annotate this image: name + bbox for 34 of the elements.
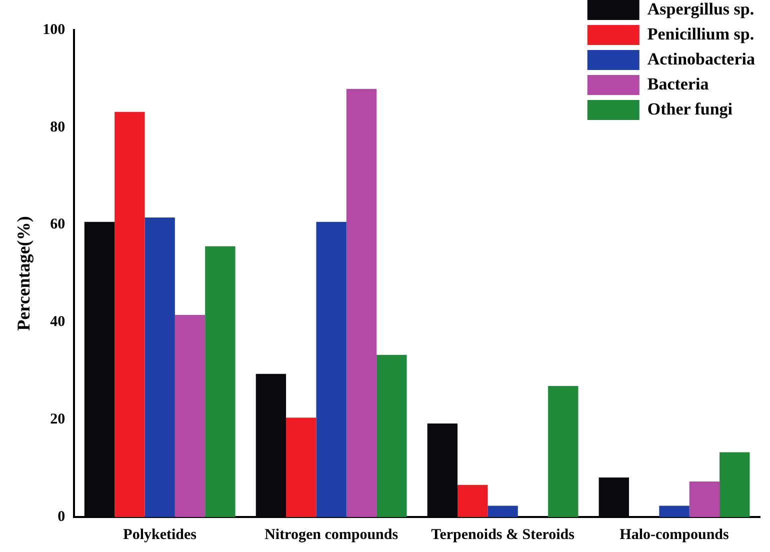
bar	[548, 386, 578, 517]
bar	[427, 423, 458, 517]
x-tick-label: Terpenoids & Steroids	[431, 526, 575, 543]
x-tick-label: Polyketides	[123, 526, 197, 543]
bar	[659, 506, 690, 517]
y-tick-label: 20	[50, 411, 66, 428]
y-tick-label: 80	[50, 119, 66, 136]
y-tick-label: 0	[58, 508, 66, 525]
bar	[316, 222, 346, 517]
bar	[144, 217, 175, 517]
legend-label: Bacteria	[647, 74, 710, 94]
legend-label: Aspergillus sp.	[647, 0, 754, 18]
bar	[458, 484, 488, 517]
bar	[488, 506, 518, 517]
bar	[84, 222, 115, 517]
bar	[174, 314, 206, 517]
bar	[376, 354, 407, 517]
y-tick-label: 100	[42, 22, 66, 38]
bar	[598, 478, 629, 517]
x-tick-label: Nitrogen compounds	[264, 526, 398, 543]
bar	[114, 112, 145, 517]
y-tick-label: 40	[50, 314, 66, 330]
x-tick-label: Halo-compounds	[620, 526, 730, 543]
y-tick-label: 60	[50, 216, 66, 233]
bar	[720, 452, 750, 517]
bar	[689, 481, 720, 517]
y-axis-title: Percentage(%)	[13, 216, 34, 331]
legend-label: Penicillium sp.	[647, 24, 754, 44]
legend-label: Other fungi	[647, 99, 733, 118]
bar	[286, 418, 316, 517]
bar	[205, 246, 236, 517]
bar	[256, 374, 286, 517]
bar	[346, 88, 377, 517]
legend-label: Actinobacteria	[647, 49, 756, 68]
